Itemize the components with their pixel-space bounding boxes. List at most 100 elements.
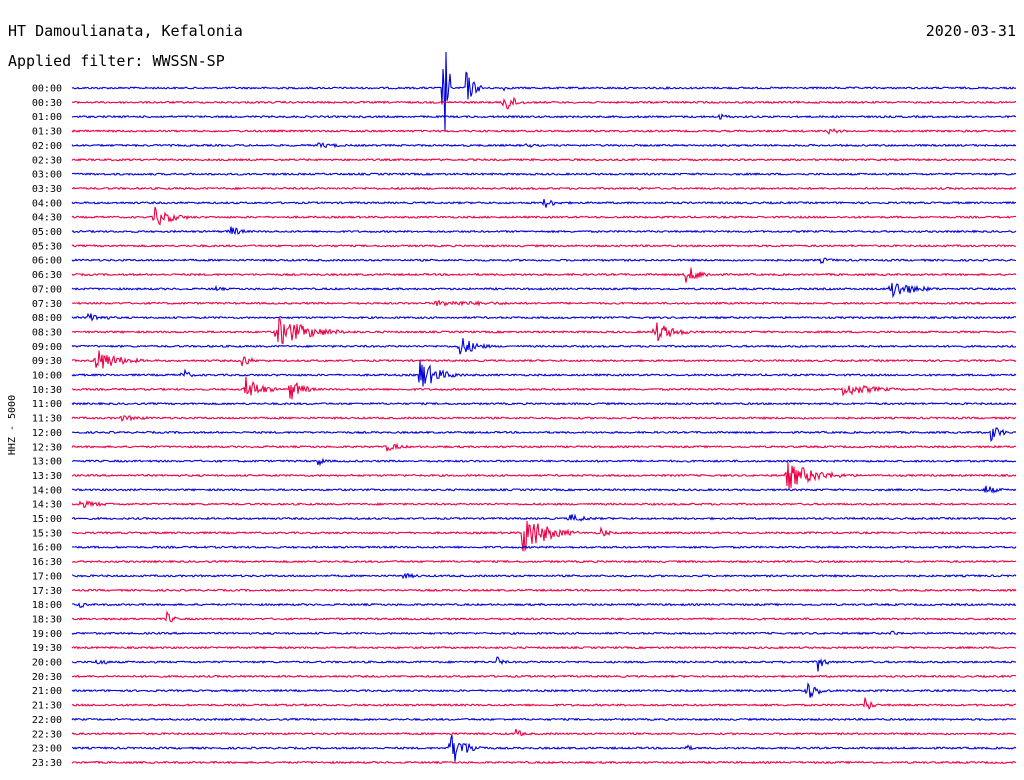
trace-row-0930 [71,350,1017,369]
time-tick-labels: 00:00 00:30 01:00 01:30 02:00 02:30 03:00 03:30… [32,84,62,769]
trace-row-2130 [71,697,1017,710]
time-tick-label: 15:00 [32,514,62,525]
trace-row-0530 [71,243,1017,248]
trace-row-1500 [71,513,1017,522]
trace-row-1700 [71,572,1017,580]
time-tick-label: 23:30 [32,758,62,769]
time-tick-label: 04:00 [32,198,62,209]
trace-row-0030 [71,96,1017,110]
time-tick-label: 18:00 [32,600,62,611]
trace-row-0430 [71,206,1017,226]
time-tick-label: 10:00 [32,371,62,382]
time-tick-label: 06:00 [32,256,62,267]
trace-row-0630 [71,267,1017,283]
time-tick-label: 19:00 [32,629,62,640]
time-tick-label: 11:00 [32,399,62,410]
trace-row-1300 [71,457,1017,467]
time-tick-label: 07:30 [32,299,62,310]
time-tick-label: 14:00 [32,485,62,496]
time-tick-label: 21:30 [32,701,62,712]
station-title: HT Damoulianata, Kefalonia [8,22,243,40]
time-tick-label: 03:00 [32,170,62,181]
trace-row-0100 [71,113,1017,120]
trace-row-1330 [71,462,1017,489]
trace-row-2230 [71,728,1017,737]
chart-date: 2020-03-31 [926,22,1016,40]
trace-row-1930 [71,645,1017,650]
time-tick-label: 22:30 [32,729,62,740]
time-tick-label: 03:30 [32,184,62,195]
time-tick-label: 18:30 [32,614,62,625]
trace-row-0900 [71,338,1017,355]
trace-row-0830 [72,317,1017,345]
time-tick-label: 11:30 [32,414,62,425]
trace-row-1730 [71,588,1017,593]
time-tick-label: 04:30 [32,213,62,224]
time-tick-label: 14:30 [32,500,62,511]
time-tick-label: 08:30 [32,327,62,338]
time-tick-label: 12:30 [32,442,62,453]
time-tick-label: 00:00 [32,84,62,95]
trace-row-1400 [71,485,1017,494]
time-tick-label: 20:00 [32,658,62,669]
trace-row-1030 [71,376,1017,400]
trace-row-0500 [71,226,1017,236]
time-tick-label: 01:00 [32,112,62,123]
time-tick-label: 02:30 [32,155,62,166]
time-tick-label: 07:00 [32,284,62,295]
trace-row-2100 [71,682,1017,698]
trace-row-0600 [71,257,1017,265]
time-tick-label: 13:30 [32,471,62,482]
time-tick-label: 17:00 [32,571,62,582]
channel-label: HHZ - 5000 [7,395,18,455]
trace-row-1200 [72,427,1017,442]
time-tick-label: 21:00 [32,686,62,697]
time-tick-label: 05:30 [32,241,62,252]
time-tick-label: 06:30 [32,270,62,281]
trace-row-2300 [71,734,1017,762]
time-tick-label: 16:00 [32,543,62,554]
time-tick-label: 00:30 [32,98,62,109]
trace-row-1830 [71,610,1017,623]
time-tick-label: 15:30 [32,528,62,539]
trace-row-1600 [72,545,1017,550]
trace-row-0300 [71,172,1017,177]
trace-row-0330 [71,186,1017,191]
time-tick-label: 23:00 [32,744,62,755]
trace-row-2200 [71,717,1017,722]
time-tick-label: 20:30 [32,672,62,683]
time-tick-label: 01:30 [32,127,62,138]
trace-lines [71,51,1017,765]
trace-row-0000 [71,51,1017,132]
trace-row-0400 [71,198,1017,208]
time-tick-label: 16:30 [32,557,62,568]
trace-row-1900 [71,630,1017,636]
trace-row-1630 [71,559,1017,564]
trace-row-2330 [71,760,1017,765]
trace-row-2030 [71,674,1017,679]
trace-row-0730 [71,299,1017,307]
time-tick-label: 19:30 [32,643,62,654]
trace-row-1100 [71,401,1017,406]
trace-row-0800 [71,312,1017,322]
time-tick-label: 08:00 [32,313,62,324]
trace-row-0700 [71,282,1017,299]
time-tick-label: 05:00 [32,227,62,238]
time-tick-label: 17:30 [32,586,62,597]
trace-row-1130 [71,415,1017,422]
time-tick-label: 22:00 [32,715,62,726]
trace-row-1530 [71,520,1017,553]
time-tick-label: 02:00 [32,141,62,152]
trace-row-1800 [71,602,1017,608]
trace-row-0200 [71,142,1017,149]
trace-row-0130 [71,128,1017,135]
filter-label: Applied filter: WWSSN-SP [8,52,225,70]
time-tick-label: 09:30 [32,356,62,367]
trace-row-1430 [71,499,1017,508]
time-tick-label: 09:00 [32,342,62,353]
time-tick-label: 12:00 [32,428,62,439]
trace-row-2000 [71,656,1017,672]
time-tick-label: 13:00 [32,457,62,468]
time-tick-label: 10:30 [32,385,62,396]
